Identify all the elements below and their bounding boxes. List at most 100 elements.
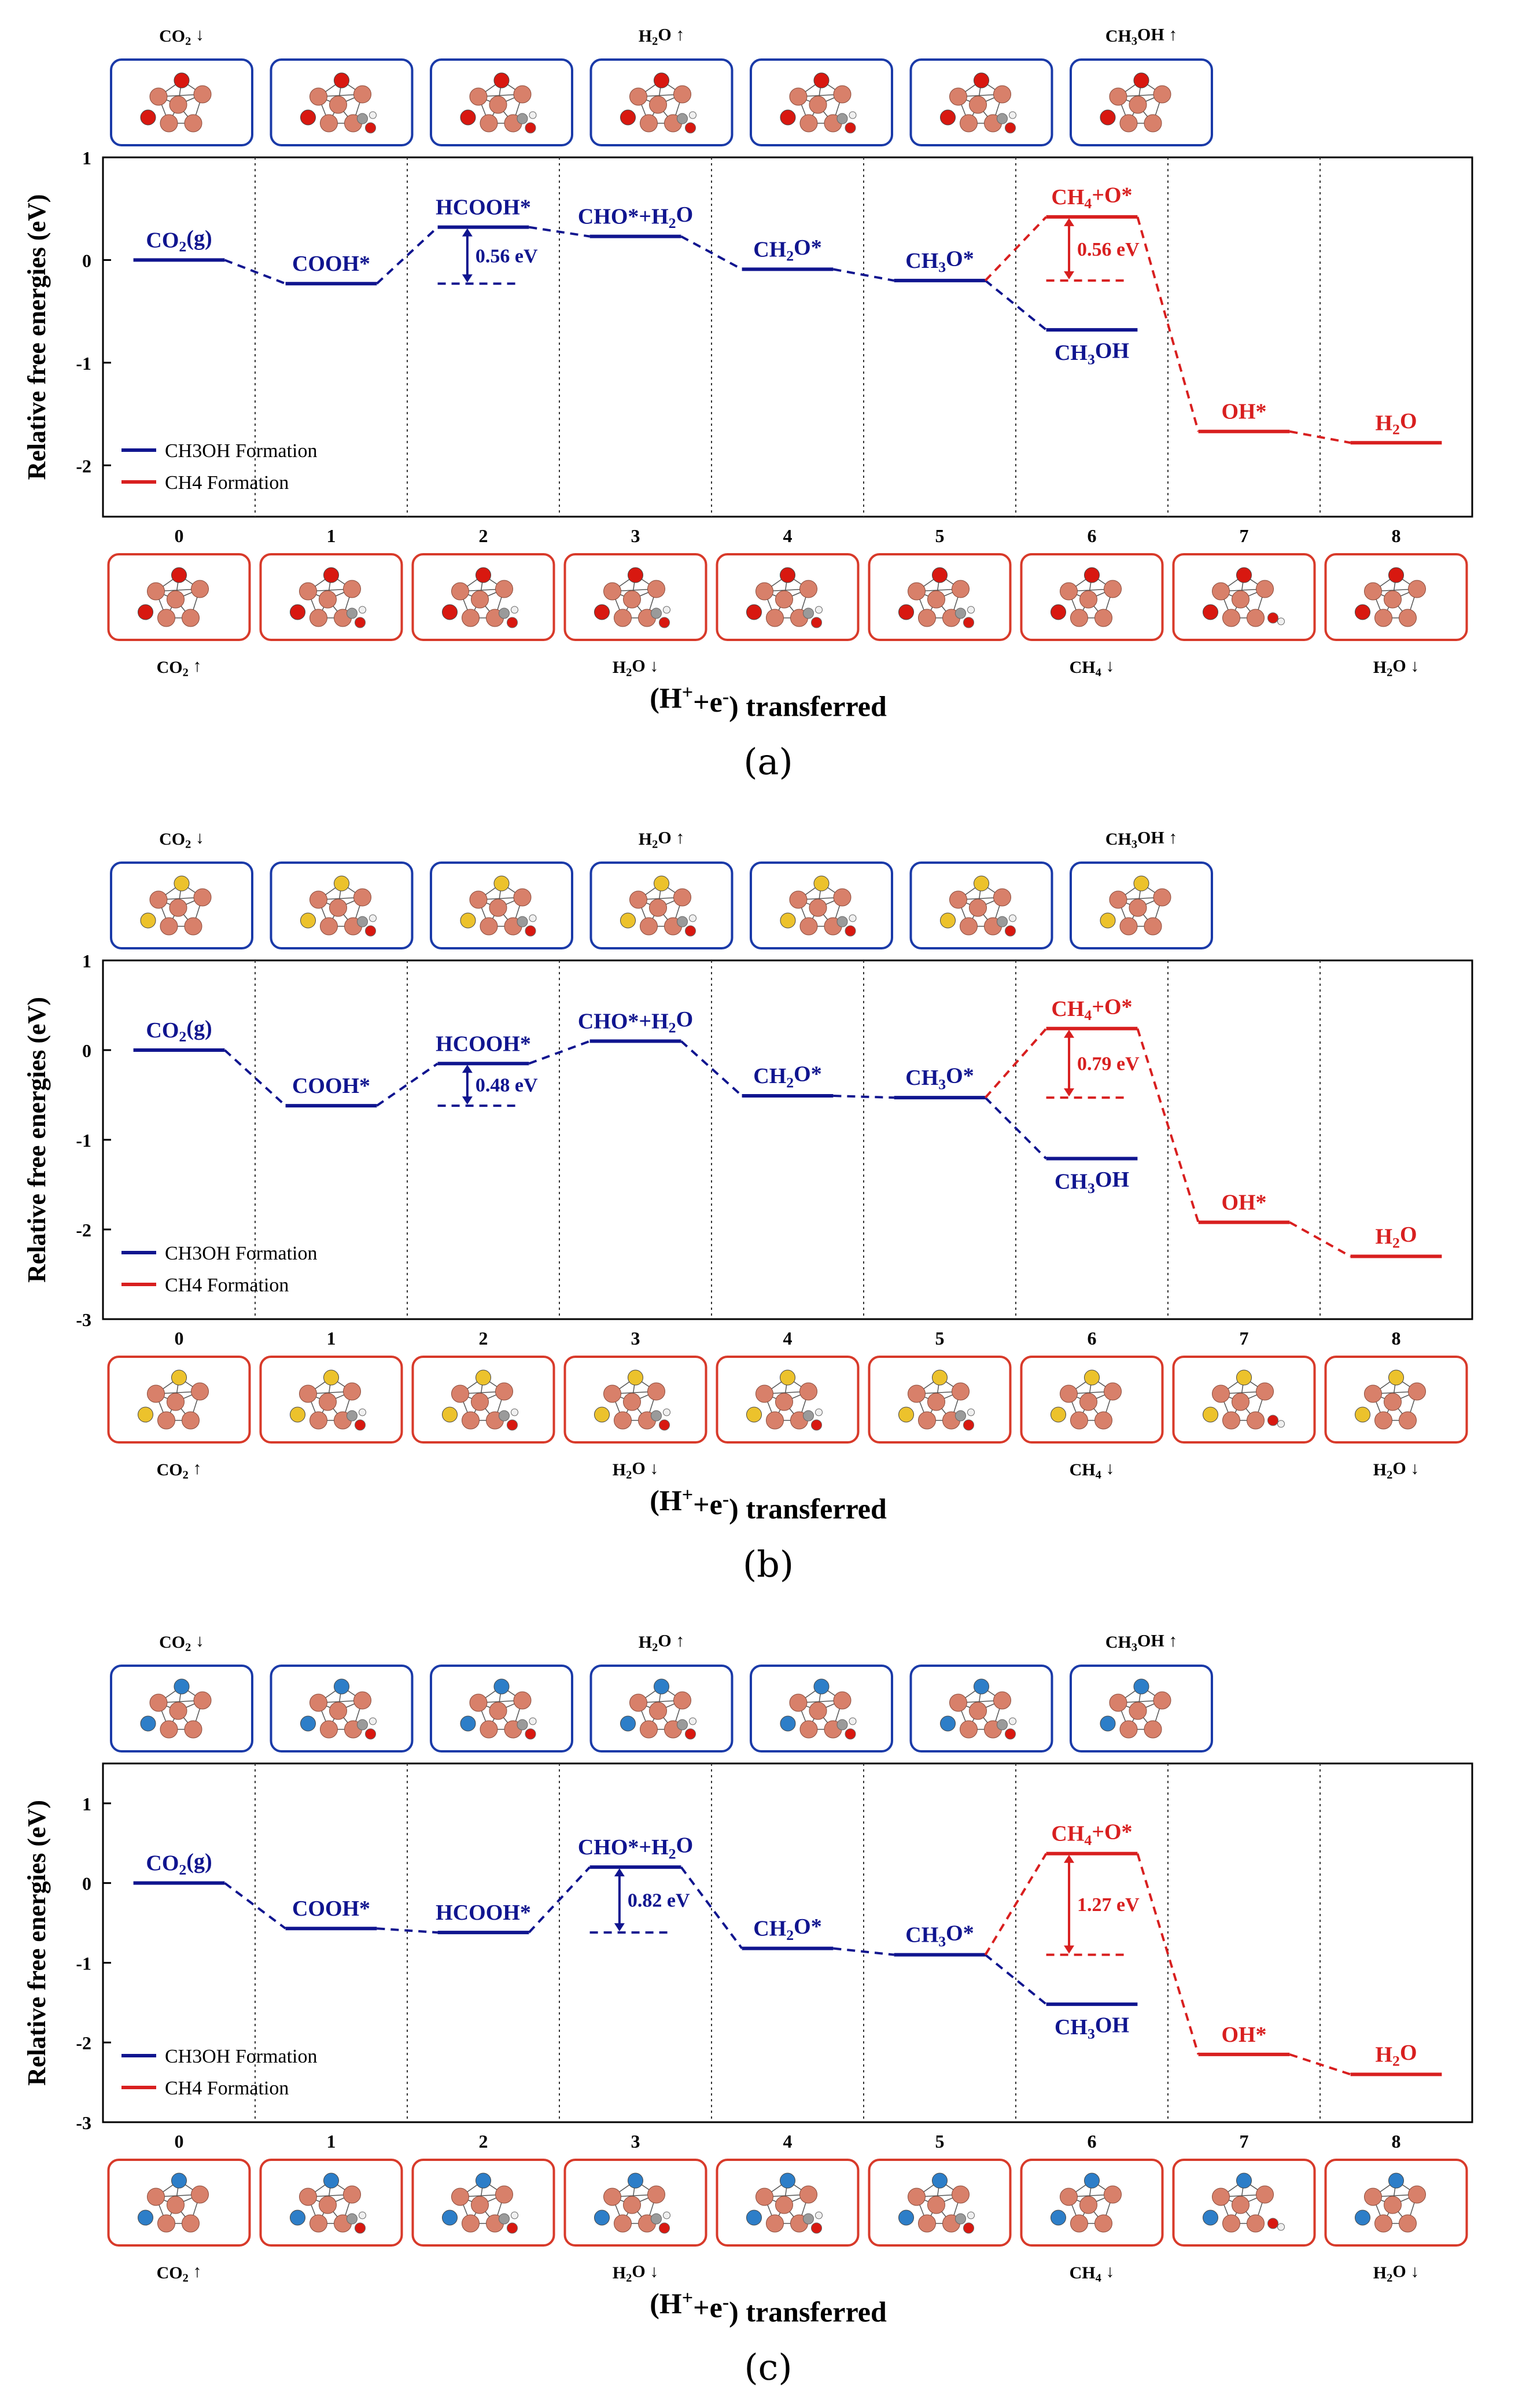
y-tick-label: -3	[76, 2112, 91, 2133]
y-axis-label: Relative free energies (eV)	[23, 997, 51, 1283]
ch3oh-level-label: HCOOH*	[436, 1032, 531, 1056]
cluster-icon	[716, 1356, 860, 1444]
x-tick-label: 4	[783, 1328, 793, 1349]
ch3oh-level-label: HCOOH*	[436, 196, 531, 220]
cluster-icon	[270, 1665, 414, 1752]
barrier-label: 0.82 eV	[628, 1890, 690, 1912]
species-annotation: H2O ↓	[1373, 2262, 1419, 2284]
ch3oh-level-label: CH3OH	[1055, 1168, 1129, 1196]
x-tick-label: 7	[1240, 525, 1249, 546]
species-annotation: CH4 ↓	[1070, 1459, 1115, 1481]
barrier-label: 1.27 eV	[1077, 1894, 1140, 1916]
cluster-icon	[270, 861, 414, 949]
cluster-icon	[110, 1665, 253, 1752]
cluster-icon	[750, 58, 893, 146]
cluster-icon	[589, 58, 734, 146]
x-tick-label: 8	[1392, 525, 1401, 546]
y-axis-label: Relative free energies (eV)	[23, 1800, 51, 2086]
ch3oh-level-label: CO2(g)	[146, 1017, 212, 1045]
cluster-icon	[107, 553, 251, 641]
species-annotation: CH4 ↓	[1070, 2262, 1115, 2284]
ch4-level-label: CH4+O*	[1051, 995, 1132, 1023]
x-tick-label: 2	[479, 525, 488, 546]
ch3oh-level-label: CH3OH	[1055, 2013, 1129, 2042]
species-annotation: CO2 ↓	[159, 25, 204, 47]
ch3oh-level-label: COOH*	[292, 252, 370, 276]
ch4-level-label: OH*	[1221, 1191, 1266, 1215]
ch3oh-connector	[528, 1866, 591, 1934]
ch3oh-level-label: CH2O*	[753, 1062, 821, 1091]
y-tick-label: 0	[82, 1040, 91, 1061]
panel-label: (b)	[743, 1543, 794, 1585]
species-annotation: CO2 ↓	[159, 828, 204, 850]
plot-frame	[102, 156, 1473, 518]
cluster-icon	[107, 1356, 251, 1444]
x-tick-label: 4	[783, 2131, 793, 2152]
cluster-icon	[589, 1665, 734, 1752]
barrier-arrowhead	[462, 228, 473, 237]
barrier-arrowhead	[1064, 1854, 1075, 1863]
y-tick-label: -3	[76, 1309, 91, 1330]
barrier-arrowhead	[462, 274, 473, 283]
ch3oh-level-label: COOH*	[292, 1897, 370, 1921]
y-tick-label: 1	[82, 148, 91, 168]
cluster-icon	[563, 553, 707, 641]
x-tick-label: 7	[1240, 1328, 1249, 1349]
x-tick-label: 1	[327, 2131, 336, 2152]
species-annotation: H2O ↓	[613, 656, 658, 679]
barrier-label: 0.79 eV	[1077, 1053, 1140, 1074]
species-annotation: H2O ↓	[613, 2262, 658, 2284]
cluster-icon	[868, 1356, 1012, 1444]
y-tick-label: -2	[76, 1220, 91, 1240]
ch4-level-label: H2O	[1375, 409, 1417, 438]
species-annotation: H2O ↓	[1373, 656, 1419, 679]
y-tick-label: -2	[76, 455, 91, 476]
y-tick-label: 1	[82, 1794, 91, 1814]
energy-panel-3: CO2 ↓ H2O ↑ CH3OH ↑ CO2 ↑ H2O ↓ CH4 ↓ H2O ↓ 1 0 -…	[23, 1631, 1473, 2388]
ch3oh-level-label: CH3O*	[905, 247, 974, 276]
ch4-connector	[1289, 1221, 1351, 1258]
cluster-icon	[868, 553, 1012, 641]
cluster-icon	[1020, 1356, 1164, 1444]
ch3oh-connector	[376, 1062, 438, 1107]
cluster-icon	[1172, 2159, 1316, 2247]
cluster-icon	[563, 2159, 707, 2247]
ch3oh-level-label: CHO*+H2O	[578, 1833, 693, 1862]
ch4-connector	[1289, 2053, 1351, 2076]
legend-ch3oh-label: CH3OH Formation	[165, 2046, 318, 2067]
legend-ch3oh-label: CH3OH Formation	[165, 440, 318, 462]
x-tick-label: 8	[1392, 1328, 1401, 1349]
ch3oh-connector	[377, 1927, 438, 1934]
ch4-connector	[984, 216, 1048, 282]
cluster-icon	[110, 861, 253, 949]
legend-ch3oh-label: CH3OH Formation	[165, 1243, 318, 1264]
ch4-connector	[984, 1853, 1048, 1956]
species-annotation: H2O ↓	[1373, 1459, 1419, 1481]
ch3oh-connector	[224, 1882, 286, 1930]
species-annotation: CH3OH ↑	[1105, 25, 1177, 47]
x-tick-label: 0	[175, 1328, 184, 1349]
barrier-arrowhead	[462, 1096, 473, 1105]
x-tick-label: 5	[935, 2131, 945, 2152]
cluster-icon	[411, 2159, 555, 2247]
ch3oh-connector	[985, 279, 1047, 331]
ch3oh-level-label: CH3OH	[1055, 339, 1129, 368]
x-tick-label: 2	[479, 2131, 488, 2152]
cluster-icon	[411, 1356, 555, 1444]
ch3oh-level-label: CO2(g)	[146, 1849, 212, 1878]
x-tick-label: 1	[327, 525, 336, 546]
y-axis-label: Relative free energies (eV)	[23, 194, 51, 480]
species-annotation: CO2 ↑	[157, 1459, 202, 1481]
cluster-icon	[750, 861, 893, 949]
x-tick-label: 3	[631, 525, 640, 546]
cluster-icon	[430, 58, 573, 146]
y-tick-label: -1	[76, 1953, 91, 1973]
ch3oh-connector	[833, 1095, 894, 1099]
barrier-arrowhead	[462, 1065, 473, 1073]
energy-panel-1: CO2 ↓ H2O ↑ CH3OH ↑ CO2 ↑ H2O ↓ CH4 ↓ H2O ↓ 1 0 -…	[23, 25, 1473, 783]
cluster-icon	[1324, 2159, 1468, 2247]
x-tick-label: 1	[327, 1328, 336, 1349]
species-annotation: CH3OH ↑	[1105, 1631, 1177, 1654]
ch3oh-level-label: CH3O*	[905, 1064, 974, 1093]
x-tick-label: 4	[783, 525, 793, 546]
